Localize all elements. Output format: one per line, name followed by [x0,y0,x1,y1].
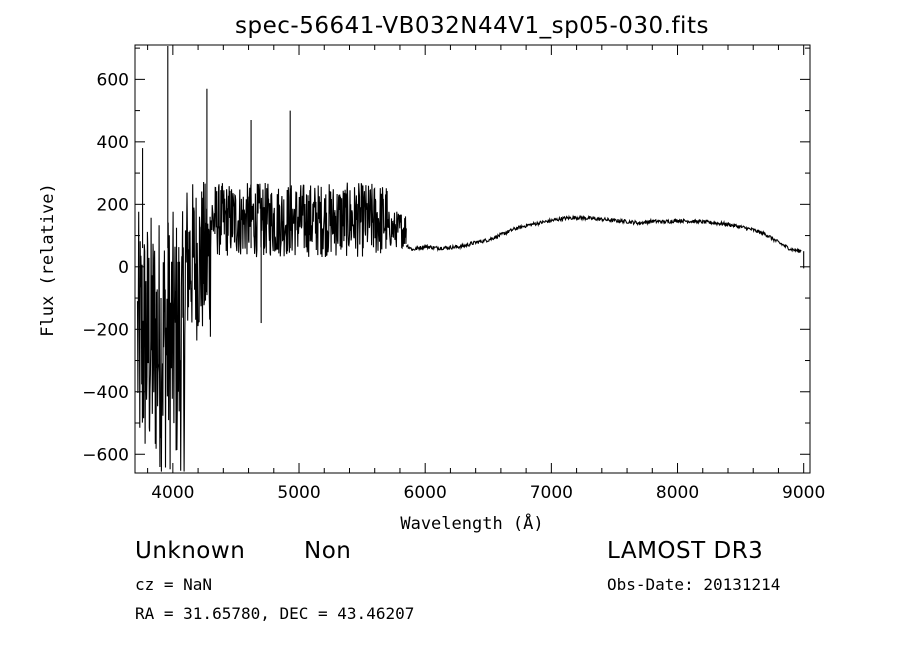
x-tick-label: 5000 [277,483,320,503]
x-tick-label: 9000 [782,483,825,503]
spectrum-continuum-line [405,214,802,254]
spectrum-series [136,46,805,472]
obs-date-label: Obs-Date: 20131214 [607,575,781,594]
spectrum-noisy-line [136,181,407,472]
y-tick-label: 400 [97,133,129,153]
y-tick-label: 0 [118,258,129,278]
x-tick-label: 8000 [656,483,699,503]
y-tick-label: 200 [97,195,129,215]
coordinates-label: RA = 31.65780, DEC = 43.46207 [135,604,415,623]
x-axis-ticks: 4000 5000 6000 7000 8000 9000 [147,45,825,503]
redshift-label: cz = NaN [135,575,213,594]
survey-label: LAMOST DR3 [607,538,764,564]
object-class-label: Unknown [135,538,246,564]
y-tick-label: −400 [82,383,129,403]
x-tick-label: 7000 [530,483,573,503]
x-axis-label: Wavelength (Å) [400,512,543,534]
x-tick-label: 6000 [404,483,447,503]
object-subclass-label: Non [304,538,352,564]
y-tick-label: 600 [97,70,129,90]
y-axis-label: Flux (relative) [38,183,58,337]
y-tick-label: −600 [82,445,129,465]
y-tick-label: −200 [82,320,129,340]
y-axis-ticks: −600 −400 −200 0 200 400 600 [82,47,810,465]
x-tick-label: 4000 [151,483,194,503]
plot-frame [134,44,811,474]
chart-title: spec-56641-VB032N44V1_sp05-030.fits [235,13,709,39]
